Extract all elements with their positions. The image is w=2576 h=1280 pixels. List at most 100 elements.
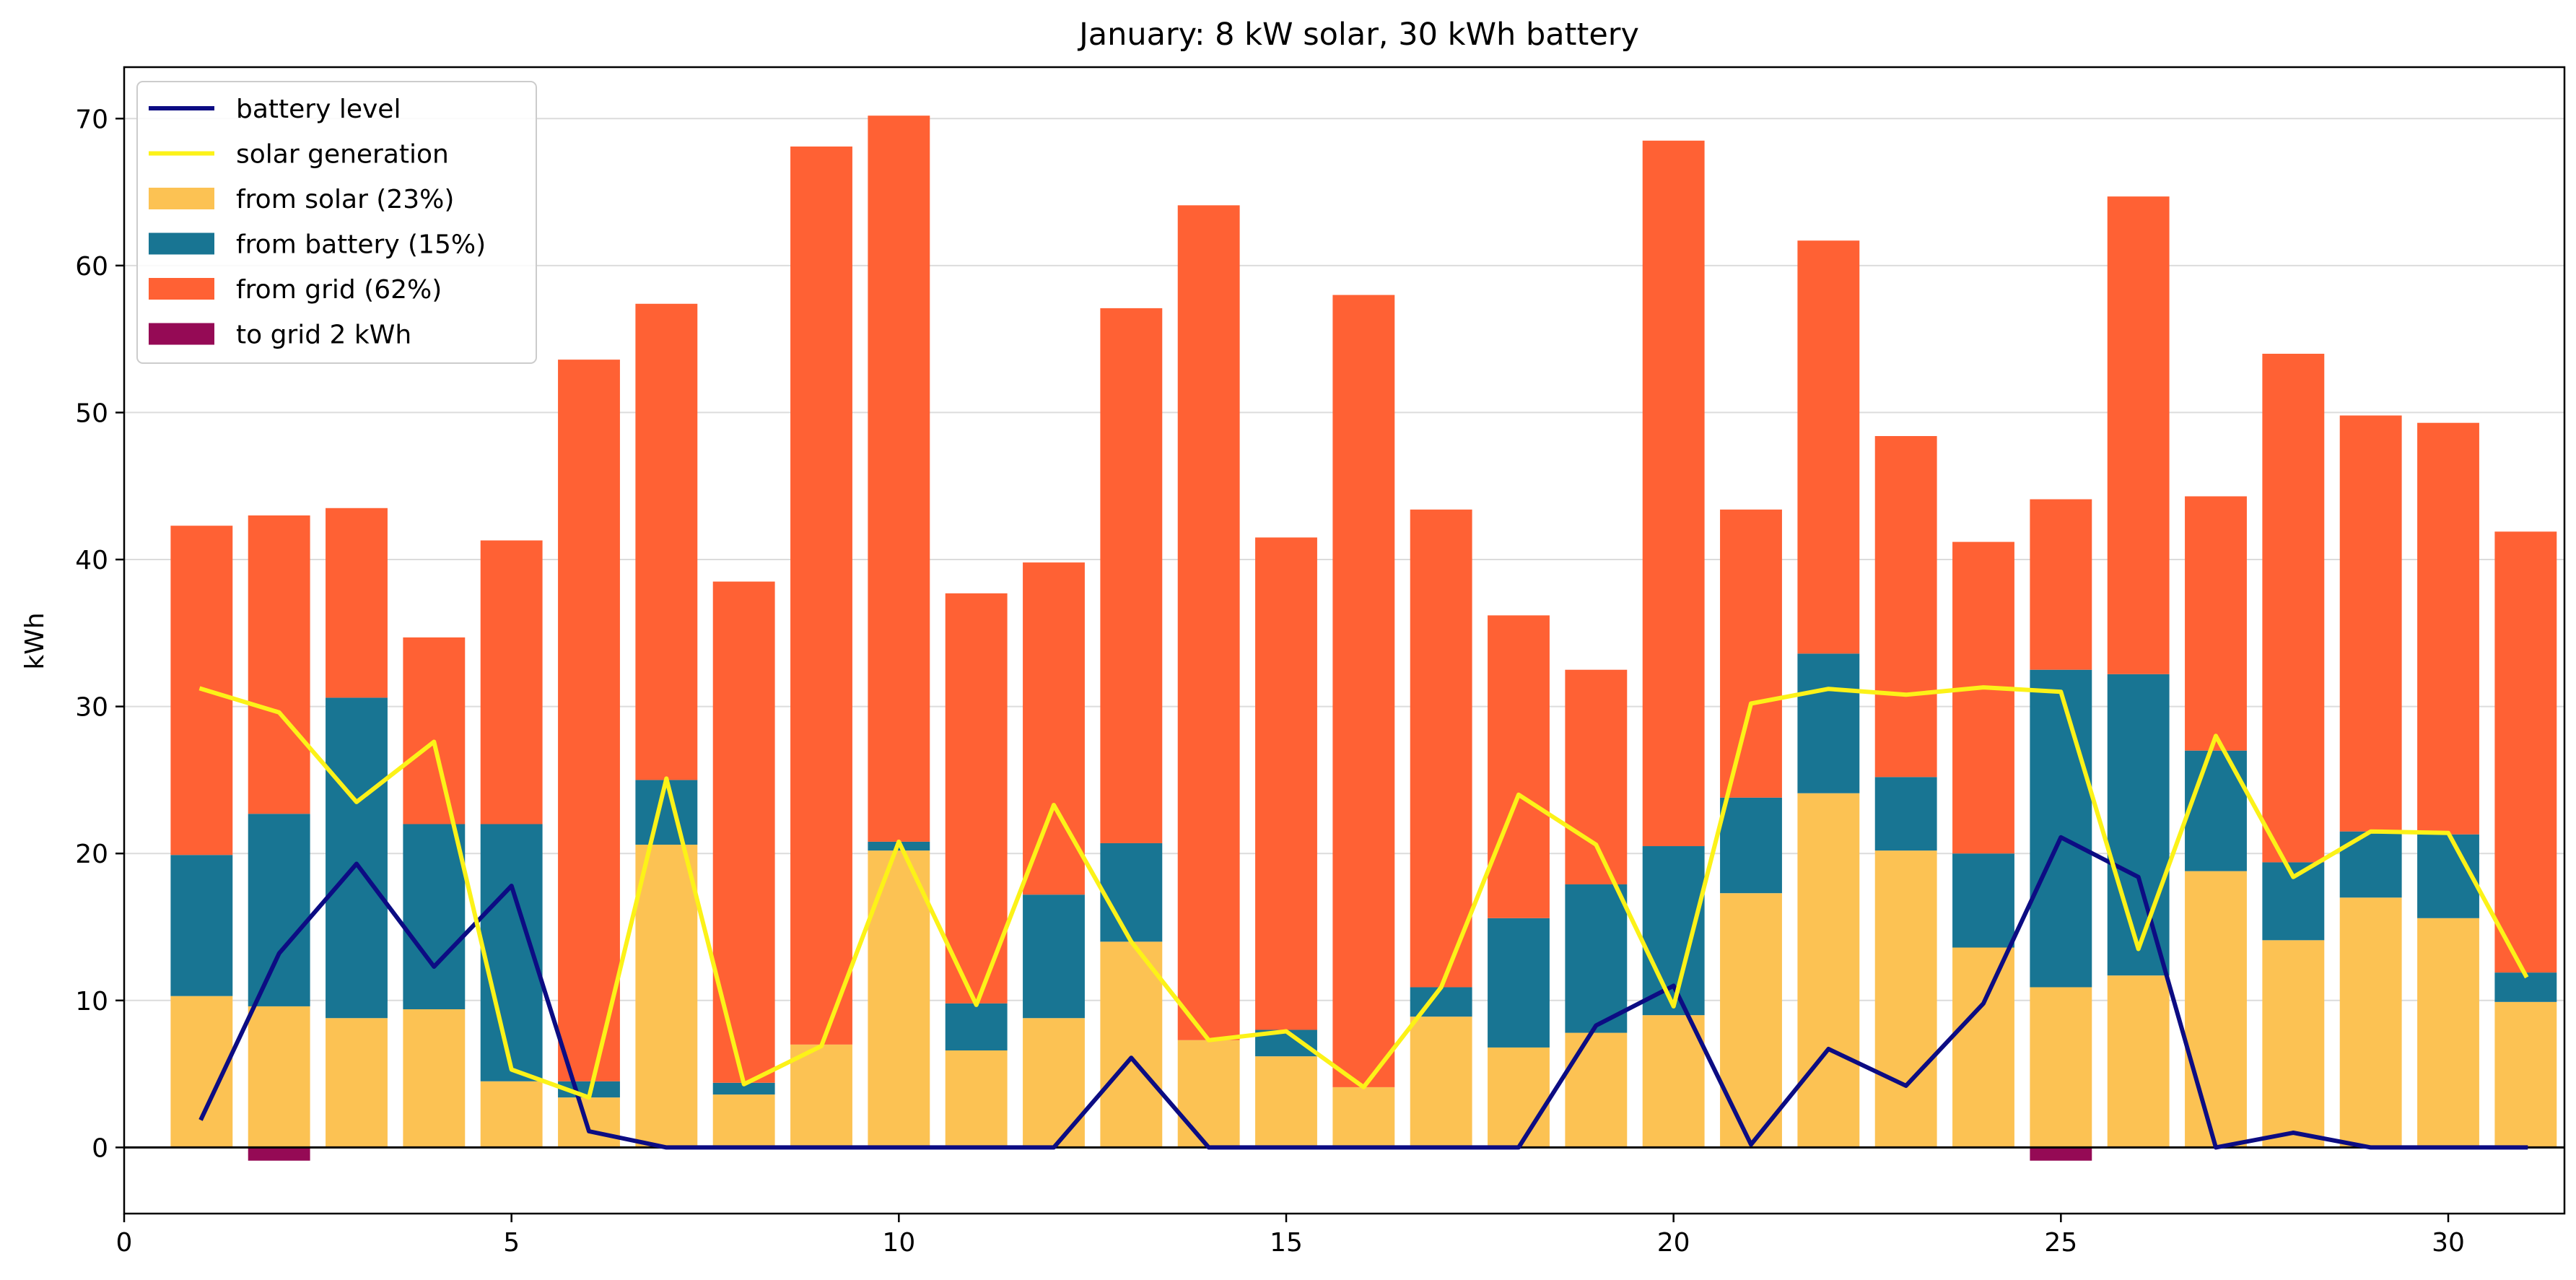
y-tick-label-20: 20 (75, 840, 108, 869)
bar-grid-day-14 (1177, 205, 1240, 1040)
bar-grid-day-7 (635, 303, 698, 780)
legend-label-solar-generation: solar generation (236, 140, 449, 170)
bar-grid-day-4 (403, 637, 466, 824)
bar-solar-day-6 (558, 1097, 620, 1148)
bar-solar-day-21 (1720, 893, 1782, 1148)
bar-solar-day-9 (790, 1044, 852, 1148)
x-tick-label-20: 20 (1657, 1228, 1690, 1258)
y-tick-label-30: 30 (75, 693, 108, 723)
bar-battery-day-7 (635, 780, 698, 845)
legend-swatch-from-solar-23 (149, 188, 214, 209)
bar-solar-day-15 (1255, 1056, 1317, 1148)
bar-battery-day-25 (2030, 669, 2092, 988)
bar-solar-day-28 (2262, 940, 2325, 1148)
bar-solar-day-12 (1023, 1018, 1085, 1148)
bar-grid-day-20 (1642, 140, 1705, 847)
bar-solar-day-29 (2339, 897, 2402, 1148)
bar-battery-day-23 (1874, 777, 1937, 851)
bar-solar-day-17 (1410, 1016, 1472, 1148)
chart-title: January: 8 kW solar, 30 kWh battery (1077, 17, 1639, 53)
bar-battery-day-8 (712, 1082, 775, 1095)
bar-solar-day-24 (1952, 947, 2014, 1148)
bar-grid-day-13 (1100, 308, 1163, 843)
line-battery-level (198, 835, 2528, 1150)
bar-grid-day-16 (1332, 295, 1395, 1087)
legend-swatch-from-grid-62 (149, 278, 214, 300)
bar-solar-day-11 (945, 1050, 1008, 1148)
legend-label-from-solar-23: from solar (23%) (236, 185, 454, 214)
y-tick-label-40: 40 (75, 546, 108, 575)
bar-grid-day-25 (2030, 499, 2092, 670)
bar-solar-day-18 (1488, 1047, 1550, 1148)
line-series (198, 685, 2529, 1150)
bar-battery-day-2 (248, 814, 310, 1006)
bar-grid-day-8 (712, 581, 775, 1083)
bar-grid-day-21 (1720, 509, 1782, 798)
bar-solar-day-14 (1177, 1040, 1240, 1148)
bar-solar-day-5 (480, 1081, 543, 1148)
x-tick-label-0: 0 (116, 1228, 133, 1258)
bar-solar-day-3 (326, 1018, 388, 1148)
bar-solar-day-20 (1642, 1015, 1705, 1148)
y-tick-label-10: 10 (75, 987, 108, 1016)
x-tick-label-30: 30 (2432, 1228, 2465, 1258)
bar-battery-day-30 (2417, 834, 2479, 918)
bar-battery-day-24 (1952, 853, 2014, 948)
bar-solar-day-25 (2030, 987, 2092, 1148)
bar-solar-day-7 (635, 844, 698, 1148)
bar-battery-day-13 (1100, 843, 1163, 942)
line-solar-generation (198, 685, 2529, 1100)
bar-battery-day-11 (945, 1003, 1008, 1051)
plot-frame (123, 66, 2566, 1215)
legend-swatch-to-grid-2-kwh (149, 323, 214, 345)
bar-solar-day-22 (1797, 793, 1860, 1148)
bar-battery-day-22 (1797, 653, 1860, 793)
bar-solar-day-4 (403, 1009, 466, 1148)
bar-solar-day-23 (1874, 850, 1937, 1148)
bar-battery-day-19 (1565, 884, 1628, 1033)
bar-grid-day-22 (1797, 240, 1860, 654)
bar-solar-day-19 (1565, 1032, 1628, 1148)
bar-solar-day-30 (2417, 918, 2479, 1148)
y-tick-label-60: 60 (75, 252, 108, 282)
bar-grid-day-30 (2417, 422, 2479, 835)
bar-solar-day-8 (712, 1094, 775, 1148)
y-axis-label: kWh (20, 612, 50, 669)
bar-solar-day-16 (1332, 1087, 1395, 1148)
bar-battery-day-27 (2185, 750, 2247, 871)
x-tick-label-15: 15 (1270, 1228, 1303, 1258)
bar-grid-day-19 (1565, 669, 1628, 884)
bar-grid-day-5 (480, 540, 543, 824)
bar-battery-day-4 (403, 824, 466, 1010)
bar-grid-day-3 (326, 508, 388, 698)
bar-solar-day-13 (1100, 941, 1163, 1148)
bar-grid-day-27 (2185, 496, 2247, 751)
bar-battery-day-29 (2339, 831, 2402, 898)
legend-label-to-grid-2-kwh: to grid 2 kWh (236, 321, 411, 350)
bar-grid-day-17 (1410, 509, 1472, 988)
bar-battery-day-21 (1720, 797, 1782, 894)
bar-grid-day-23 (1874, 436, 1937, 778)
bar-to-grid-day-25 (2030, 1147, 2092, 1161)
legend-box (136, 81, 537, 364)
x-tick-label-10: 10 (882, 1228, 915, 1258)
bar-grid-day-29 (2339, 415, 2402, 832)
bar-battery-day-3 (326, 697, 388, 1019)
x-tick-label-5: 5 (503, 1228, 520, 1258)
bar-grid-day-31 (2494, 531, 2557, 973)
bar-grid-day-28 (2262, 354, 2325, 863)
bar-solar-day-31 (2494, 1001, 2557, 1148)
legend-label-from-battery-15: from battery (15%) (236, 230, 486, 260)
y-tick-label-70: 70 (75, 105, 108, 134)
bar-grid-day-6 (558, 360, 620, 1081)
y-tick-label-0: 0 (92, 1133, 108, 1163)
bar-to-grid-day-2 (248, 1147, 310, 1161)
axes: 0 10 20 30 40 50 60 70 0 5 10 15 20 25 30 (75, 66, 2566, 1258)
bar-grid-day-11 (945, 593, 1008, 1003)
y-tick-label-50: 50 (75, 399, 108, 428)
bar-grid-day-9 (790, 146, 852, 1045)
bar-grid-day-26 (2107, 196, 2170, 674)
legend-label-from-grid-62: from grid (62%) (236, 275, 442, 305)
